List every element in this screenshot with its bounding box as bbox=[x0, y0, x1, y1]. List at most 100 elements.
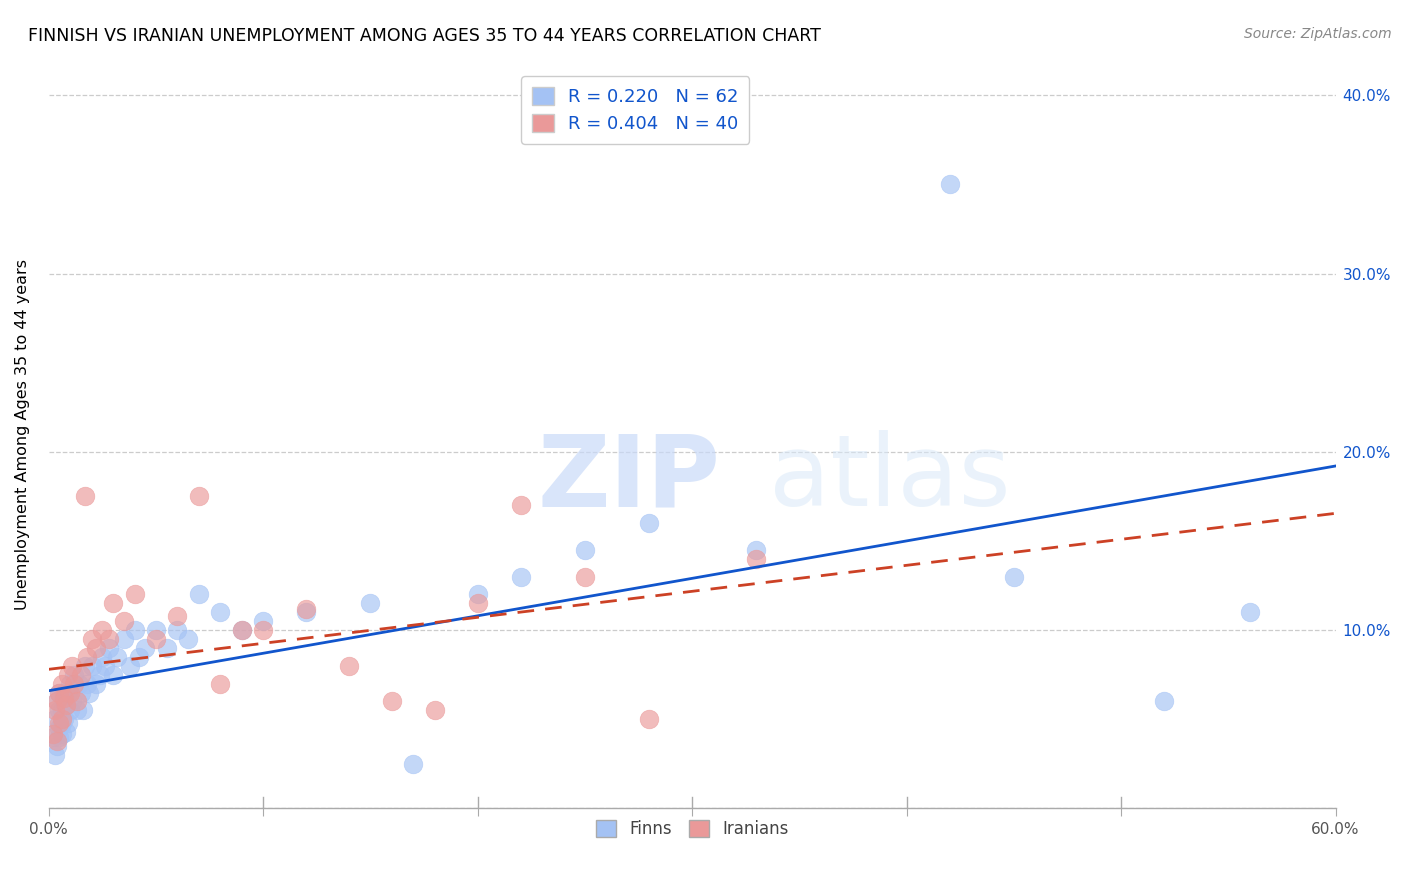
Point bbox=[89, 667, 111, 681]
Point bbox=[76, 676, 98, 690]
Point bbox=[381, 694, 404, 708]
Point bbox=[48, 685, 70, 699]
Point bbox=[44, 747, 66, 762]
Point bbox=[124, 623, 146, 637]
Point bbox=[79, 685, 101, 699]
Point bbox=[91, 623, 114, 637]
Point bbox=[209, 676, 232, 690]
Point bbox=[120, 658, 142, 673]
Point bbox=[97, 632, 120, 646]
Point bbox=[46, 733, 69, 747]
Point bbox=[209, 605, 232, 619]
Legend: Finns, Iranians: Finns, Iranians bbox=[589, 814, 794, 845]
Point bbox=[97, 640, 120, 655]
Point bbox=[48, 721, 70, 735]
Point bbox=[76, 649, 98, 664]
Point bbox=[51, 703, 73, 717]
Point bbox=[44, 703, 66, 717]
Point bbox=[91, 649, 114, 664]
Point bbox=[402, 756, 425, 771]
Point bbox=[638, 516, 661, 531]
Point bbox=[66, 694, 89, 708]
Point bbox=[48, 703, 70, 717]
Point bbox=[42, 730, 65, 744]
Y-axis label: Unemployment Among Ages 35 to 44 years: Unemployment Among Ages 35 to 44 years bbox=[15, 259, 30, 609]
Point bbox=[84, 640, 107, 655]
Point bbox=[467, 587, 489, 601]
Point bbox=[145, 623, 167, 637]
Point bbox=[128, 649, 150, 664]
Point bbox=[60, 658, 83, 673]
Point bbox=[231, 623, 253, 637]
Point bbox=[51, 726, 73, 740]
Point bbox=[252, 614, 274, 628]
Point bbox=[46, 694, 69, 708]
Text: FINNISH VS IRANIAN UNEMPLOYMENT AMONG AGES 35 TO 44 YEARS CORRELATION CHART: FINNISH VS IRANIAN UNEMPLOYMENT AMONG AG… bbox=[28, 27, 821, 45]
Point bbox=[52, 712, 75, 726]
Point bbox=[166, 608, 188, 623]
Point bbox=[1153, 694, 1175, 708]
Point bbox=[51, 712, 73, 726]
Point bbox=[156, 640, 179, 655]
Point bbox=[295, 605, 318, 619]
Point bbox=[44, 712, 66, 726]
Point bbox=[48, 730, 70, 744]
Point bbox=[112, 632, 135, 646]
Point bbox=[1239, 605, 1261, 619]
Point bbox=[177, 632, 200, 646]
Point bbox=[252, 623, 274, 637]
Point bbox=[56, 685, 79, 699]
Point bbox=[42, 726, 65, 740]
Point bbox=[51, 676, 73, 690]
Text: ZIP: ZIP bbox=[537, 431, 721, 527]
Point bbox=[105, 649, 128, 664]
Point bbox=[574, 569, 596, 583]
Point bbox=[46, 739, 69, 753]
Text: atlas: atlas bbox=[769, 431, 1011, 527]
Point bbox=[52, 690, 75, 705]
Point bbox=[72, 703, 94, 717]
Point bbox=[295, 601, 318, 615]
Point bbox=[166, 623, 188, 637]
Point bbox=[70, 685, 93, 699]
Point bbox=[56, 667, 79, 681]
Point bbox=[337, 658, 360, 673]
Point bbox=[55, 698, 77, 712]
Point bbox=[101, 596, 124, 610]
Point bbox=[63, 667, 86, 681]
Point bbox=[59, 685, 82, 699]
Point bbox=[70, 667, 93, 681]
Point bbox=[66, 703, 89, 717]
Point bbox=[55, 724, 77, 739]
Point bbox=[638, 712, 661, 726]
Point bbox=[59, 703, 82, 717]
Point bbox=[56, 715, 79, 730]
Point bbox=[124, 587, 146, 601]
Point bbox=[509, 569, 531, 583]
Point bbox=[574, 542, 596, 557]
Point bbox=[938, 178, 960, 192]
Text: Source: ZipAtlas.com: Source: ZipAtlas.com bbox=[1244, 27, 1392, 41]
Point bbox=[745, 542, 768, 557]
Point bbox=[75, 490, 97, 504]
Point bbox=[80, 632, 103, 646]
Point bbox=[63, 676, 86, 690]
Point bbox=[187, 587, 209, 601]
Point bbox=[134, 640, 156, 655]
Point bbox=[51, 715, 73, 730]
Point bbox=[145, 632, 167, 646]
Point bbox=[745, 551, 768, 566]
Point bbox=[52, 685, 75, 699]
Point bbox=[46, 694, 69, 708]
Point bbox=[467, 596, 489, 610]
Point bbox=[80, 658, 103, 673]
Point bbox=[509, 499, 531, 513]
Point bbox=[67, 676, 90, 690]
Point bbox=[187, 490, 209, 504]
Point bbox=[1002, 569, 1025, 583]
Point bbox=[55, 698, 77, 712]
Point bbox=[112, 614, 135, 628]
Point bbox=[93, 658, 115, 673]
Point bbox=[84, 676, 107, 690]
Point bbox=[48, 715, 70, 730]
